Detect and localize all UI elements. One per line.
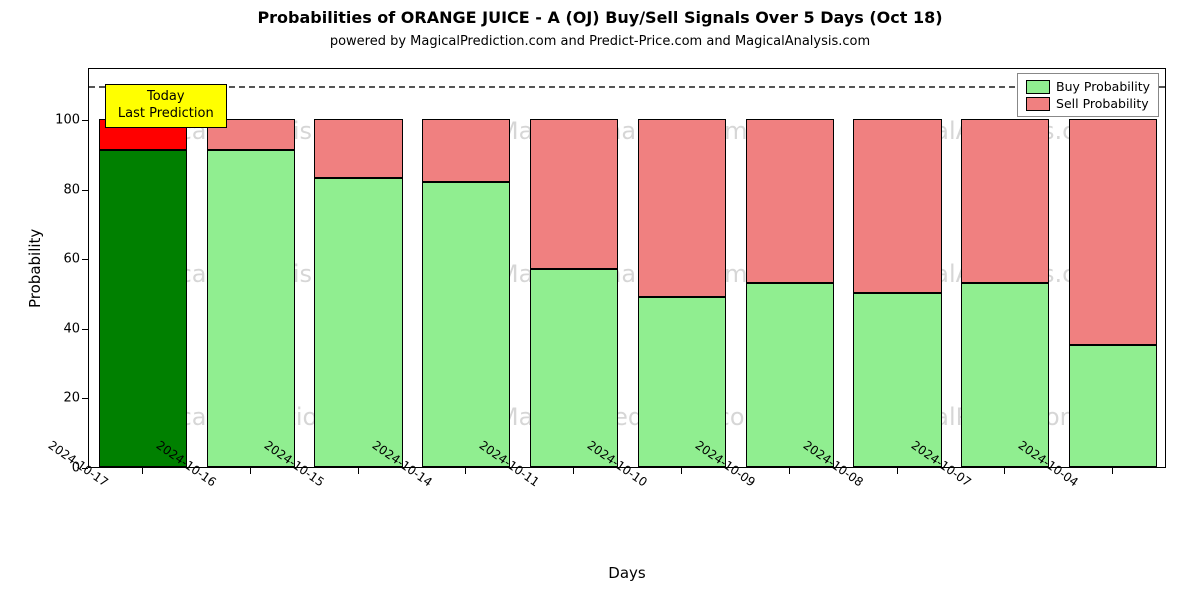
y-tick-mark bbox=[82, 329, 88, 330]
y-tick-mark bbox=[82, 259, 88, 260]
x-tick-mark bbox=[142, 468, 143, 474]
today-annotation: Today Last Prediction bbox=[105, 84, 227, 128]
legend-swatch bbox=[1026, 97, 1050, 111]
bar-sell bbox=[961, 119, 1049, 282]
bar-buy bbox=[530, 269, 618, 467]
bar-sell bbox=[746, 119, 834, 282]
bar-group bbox=[1069, 67, 1157, 467]
legend-label: Sell Probability bbox=[1056, 96, 1149, 111]
bar-group bbox=[853, 67, 941, 467]
bar-buy bbox=[746, 283, 834, 467]
bar-sell bbox=[853, 119, 941, 293]
bar-buy bbox=[314, 178, 402, 467]
y-tick-mark bbox=[82, 190, 88, 191]
annotation-line1: Today bbox=[118, 89, 214, 106]
bar-group bbox=[530, 67, 618, 467]
bar-group bbox=[746, 67, 834, 467]
x-tick-mark bbox=[897, 468, 898, 474]
x-tick-mark bbox=[358, 468, 359, 474]
bar-buy bbox=[422, 182, 510, 467]
bar-buy bbox=[853, 293, 941, 467]
legend: Buy Probability Sell Probability bbox=[1017, 73, 1159, 117]
legend-item: Sell Probability bbox=[1026, 95, 1150, 112]
bar-sell bbox=[638, 119, 726, 296]
bar-sell bbox=[530, 119, 618, 269]
bar-sell bbox=[1069, 119, 1157, 345]
y-tick-mark bbox=[82, 398, 88, 399]
legend-label: Buy Probability bbox=[1056, 79, 1150, 94]
chart-subtitle: powered by MagicalPrediction.com and Pre… bbox=[0, 34, 1200, 49]
x-tick-mark bbox=[465, 468, 466, 474]
bar-group bbox=[422, 67, 510, 467]
bar-group bbox=[961, 67, 1049, 467]
annotation-line2: Last Prediction bbox=[118, 106, 214, 123]
x-axis: 2024-10-172024-10-162024-10-152024-10-14… bbox=[88, 468, 1166, 548]
bar-group bbox=[638, 67, 726, 467]
x-tick-mark bbox=[1112, 468, 1113, 474]
bar-sell bbox=[422, 119, 510, 182]
bar-buy bbox=[207, 150, 295, 467]
bar-sell bbox=[314, 119, 402, 178]
y-tick-label: 20 bbox=[63, 391, 80, 406]
bar-group bbox=[314, 67, 402, 467]
x-tick-mark bbox=[789, 468, 790, 474]
y-tick-mark bbox=[82, 120, 88, 121]
bar-buy bbox=[1069, 345, 1157, 467]
x-tick-mark bbox=[573, 468, 574, 474]
chart-container: Probabilities of ORANGE JUICE - A (OJ) B… bbox=[0, 0, 1200, 600]
x-tick-mark bbox=[1004, 468, 1005, 474]
y-tick-label: 60 bbox=[63, 252, 80, 267]
bar-buy bbox=[638, 297, 726, 467]
legend-swatch bbox=[1026, 80, 1050, 94]
y-tick-label: 80 bbox=[63, 182, 80, 197]
y-tick-label: 100 bbox=[55, 113, 80, 128]
y-axis: 020406080100 bbox=[0, 68, 88, 468]
x-tick-mark bbox=[250, 468, 251, 474]
x-tick-mark bbox=[681, 468, 682, 474]
y-tick-label: 40 bbox=[63, 321, 80, 336]
chart-title: Probabilities of ORANGE JUICE - A (OJ) B… bbox=[0, 8, 1200, 27]
legend-item: Buy Probability bbox=[1026, 78, 1150, 95]
x-axis-label: Days bbox=[608, 564, 645, 582]
bar-buy bbox=[961, 283, 1049, 467]
bar-buy bbox=[99, 150, 187, 467]
plot-area: MagicalAnalysis.comMagicalAnalysis.comMa… bbox=[88, 68, 1166, 468]
